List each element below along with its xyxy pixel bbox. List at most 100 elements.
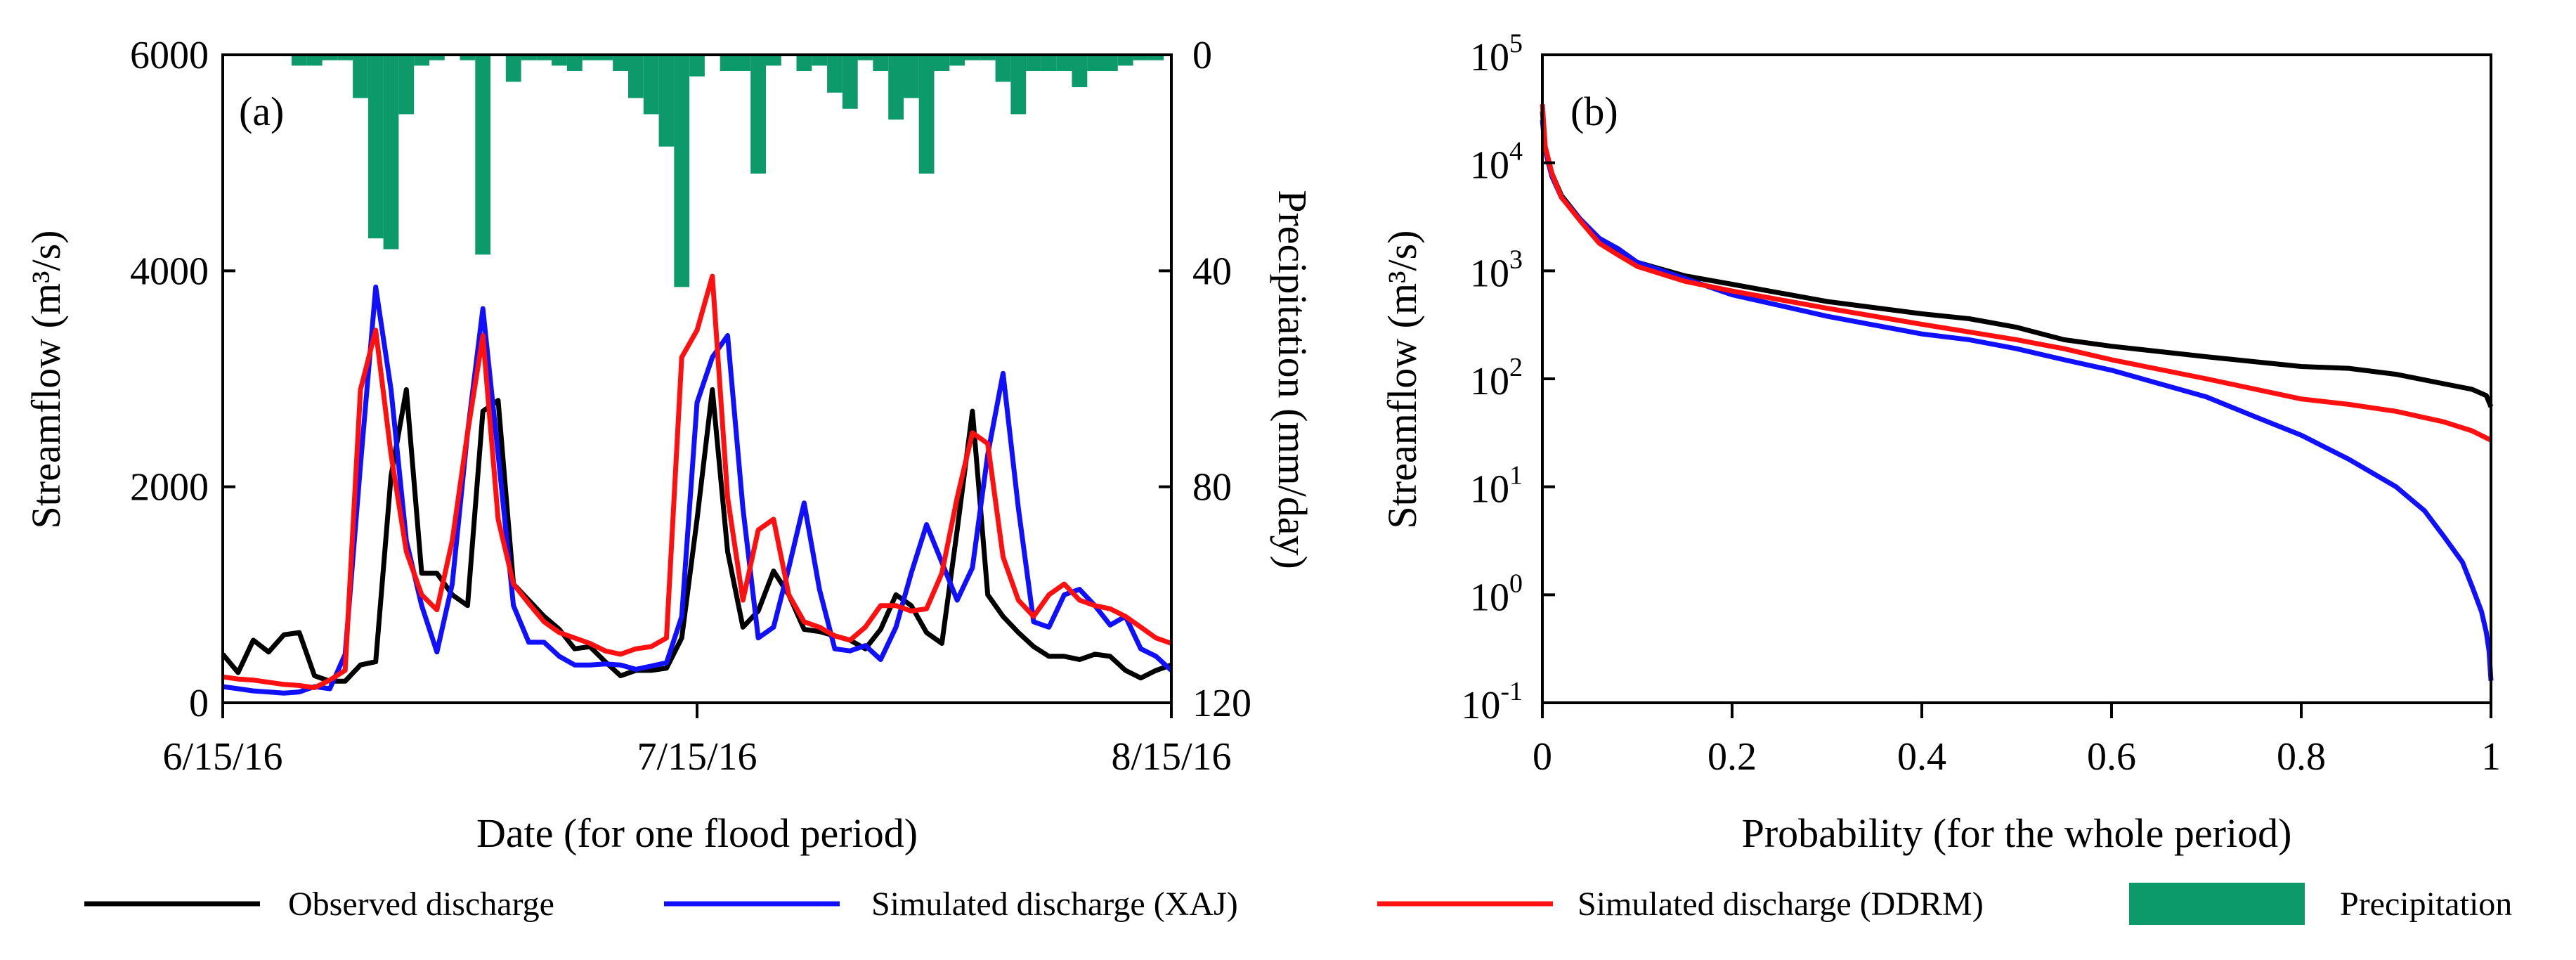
precipitation-bars	[292, 55, 1164, 287]
series-line-simulated-discharge-ddrm	[222, 273, 1173, 690]
precip-bar	[536, 55, 552, 60]
log-y-tick-label: 10-1	[1461, 677, 1523, 727]
fdc-line-simulated-discharge-ddrm	[1540, 103, 2492, 443]
x-tick-label: 0.2	[1707, 735, 1757, 779]
precip-bar	[292, 55, 307, 66]
panel-a-y-axis-label: Streamflow (m³/s)	[23, 231, 69, 529]
precip-bar	[735, 55, 751, 71]
precip-bar	[995, 55, 1011, 82]
precip-bar	[306, 55, 323, 66]
panel-a-x-axis-label: Date (for one flood period)	[476, 810, 918, 856]
series-line-observed-discharge	[221, 387, 1173, 684]
precip-bar	[1056, 55, 1072, 71]
precip-bar	[383, 55, 399, 249]
legend-precipitation-patch	[2129, 883, 2305, 925]
y2-tick-label: 120	[1192, 682, 1251, 725]
precip-bar	[1041, 55, 1057, 71]
panel-b-x-axis-label: Probability (for the whole period)	[1742, 810, 2292, 856]
precip-bar	[429, 55, 445, 60]
precip-bar	[750, 55, 766, 174]
log-y-tick-label: 103	[1470, 245, 1523, 295]
precip-bar	[689, 55, 705, 77]
log-y-tick-label: 104	[1470, 137, 1523, 188]
panel-b-frame	[1541, 53, 2492, 704]
panel-a-ticks: 0 2000 4000 6000 0 40 80 120 6/15/16 7/15/16 8/15/…	[130, 34, 1251, 779]
precip-bar	[1148, 55, 1164, 60]
precip-bar	[353, 55, 368, 98]
precip-bar	[475, 55, 491, 255]
precip-bar	[643, 55, 659, 115]
panel-a-label: (a)	[239, 89, 284, 134]
panel-b-ticks: 10-1 100 101 102 103 104 105 0 0.2 0.4 0.6 0.8 1	[1461, 29, 2501, 779]
x-tick-label: 0.4	[1897, 735, 1946, 779]
precip-bar	[980, 55, 996, 60]
precip-bar	[505, 55, 521, 82]
y-tick-label: 0	[189, 682, 209, 725]
precip-bar	[674, 55, 690, 287]
legend-xaj-label: Simulated discharge (XAJ)	[871, 886, 1238, 923]
legend: Observed discharge Simulated discharge (…	[84, 883, 2512, 925]
precip-bar	[904, 55, 919, 98]
panel-a-streamflow-hydrograph: 0 2000 4000 6000 0 40 80 120 6/15/16 7/15/16 8/15/…	[23, 34, 1315, 856]
precip-bar	[322, 55, 338, 60]
precip-bar	[1102, 55, 1118, 71]
precip-bar	[566, 55, 583, 71]
precip-bar	[766, 55, 781, 66]
precip-bar	[965, 55, 980, 60]
fdc-line-observed-discharge	[1540, 111, 2494, 408]
precip-bar	[888, 55, 904, 120]
y-tick-label: 6000	[130, 34, 209, 77]
y2-tick-label: 80	[1192, 466, 1232, 510]
precip-bar	[582, 55, 598, 60]
precip-bar	[1072, 55, 1088, 88]
precip-bar	[1117, 55, 1133, 66]
fdc-line-simulated-discharge-xaj	[1540, 119, 2494, 681]
precip-bar	[949, 55, 965, 66]
panel-b-series-lines	[1540, 103, 2494, 681]
log-y-tick-label: 100	[1470, 569, 1523, 619]
precip-bar	[720, 55, 736, 71]
precip-bar	[1087, 55, 1102, 71]
x-tick-label: 6/15/16	[162, 735, 282, 779]
precip-bar	[1010, 55, 1027, 115]
precip-bar	[812, 55, 828, 66]
precip-bar	[337, 55, 353, 60]
precip-bar	[552, 55, 567, 66]
legend-ddrm-label: Simulated discharge (DDRM)	[1578, 886, 1984, 923]
precip-bar	[873, 55, 889, 71]
precip-bar	[414, 55, 429, 66]
y2-tick-label: 0	[1192, 34, 1212, 77]
precip-bar	[658, 55, 675, 147]
x-tick-label: 8/15/16	[1111, 735, 1231, 779]
panel-b-label: (b)	[1570, 89, 1618, 134]
precip-bar	[398, 55, 415, 115]
legend-precipitation-label: Precipitation	[2340, 886, 2512, 923]
y2-tick-label: 40	[1192, 249, 1232, 293]
precip-bar	[613, 55, 628, 71]
y-tick-label: 2000	[130, 466, 209, 510]
precip-bar	[597, 55, 613, 60]
log-y-tick-label: 101	[1470, 461, 1523, 512]
precip-bar	[460, 55, 476, 60]
precip-bar	[857, 55, 873, 60]
x-tick-label: 0.6	[2087, 735, 2136, 779]
x-tick-label: 7/15/16	[637, 735, 757, 779]
x-tick-label: 0	[1533, 735, 1552, 779]
precip-bar	[367, 55, 384, 239]
precip-bar	[1133, 55, 1149, 60]
precip-bar	[1026, 55, 1041, 71]
panel-a-series-lines	[221, 273, 1173, 696]
precip-bar	[842, 55, 858, 109]
precip-bar	[628, 55, 644, 98]
log-y-tick-label: 105	[1470, 29, 1523, 79]
precip-bar	[521, 55, 537, 60]
panel-b-flow-duration-curve: 10-1 100 101 102 103 104 105 0 0.2 0.4 0.6 0.8 1 (b)…	[1379, 29, 2501, 856]
y-tick-label: 4000	[130, 249, 209, 293]
legend-observed-label: Observed discharge	[288, 886, 554, 923]
series-line-simulated-discharge-xaj	[222, 284, 1173, 696]
log-y-tick-label: 102	[1470, 353, 1523, 403]
panel-a-y2-axis-label: Precipitation (mm/day)	[1270, 190, 1315, 569]
precip-bar	[918, 55, 935, 174]
panel-b-y-axis-label: Streamflow (m³/s)	[1379, 231, 1425, 529]
